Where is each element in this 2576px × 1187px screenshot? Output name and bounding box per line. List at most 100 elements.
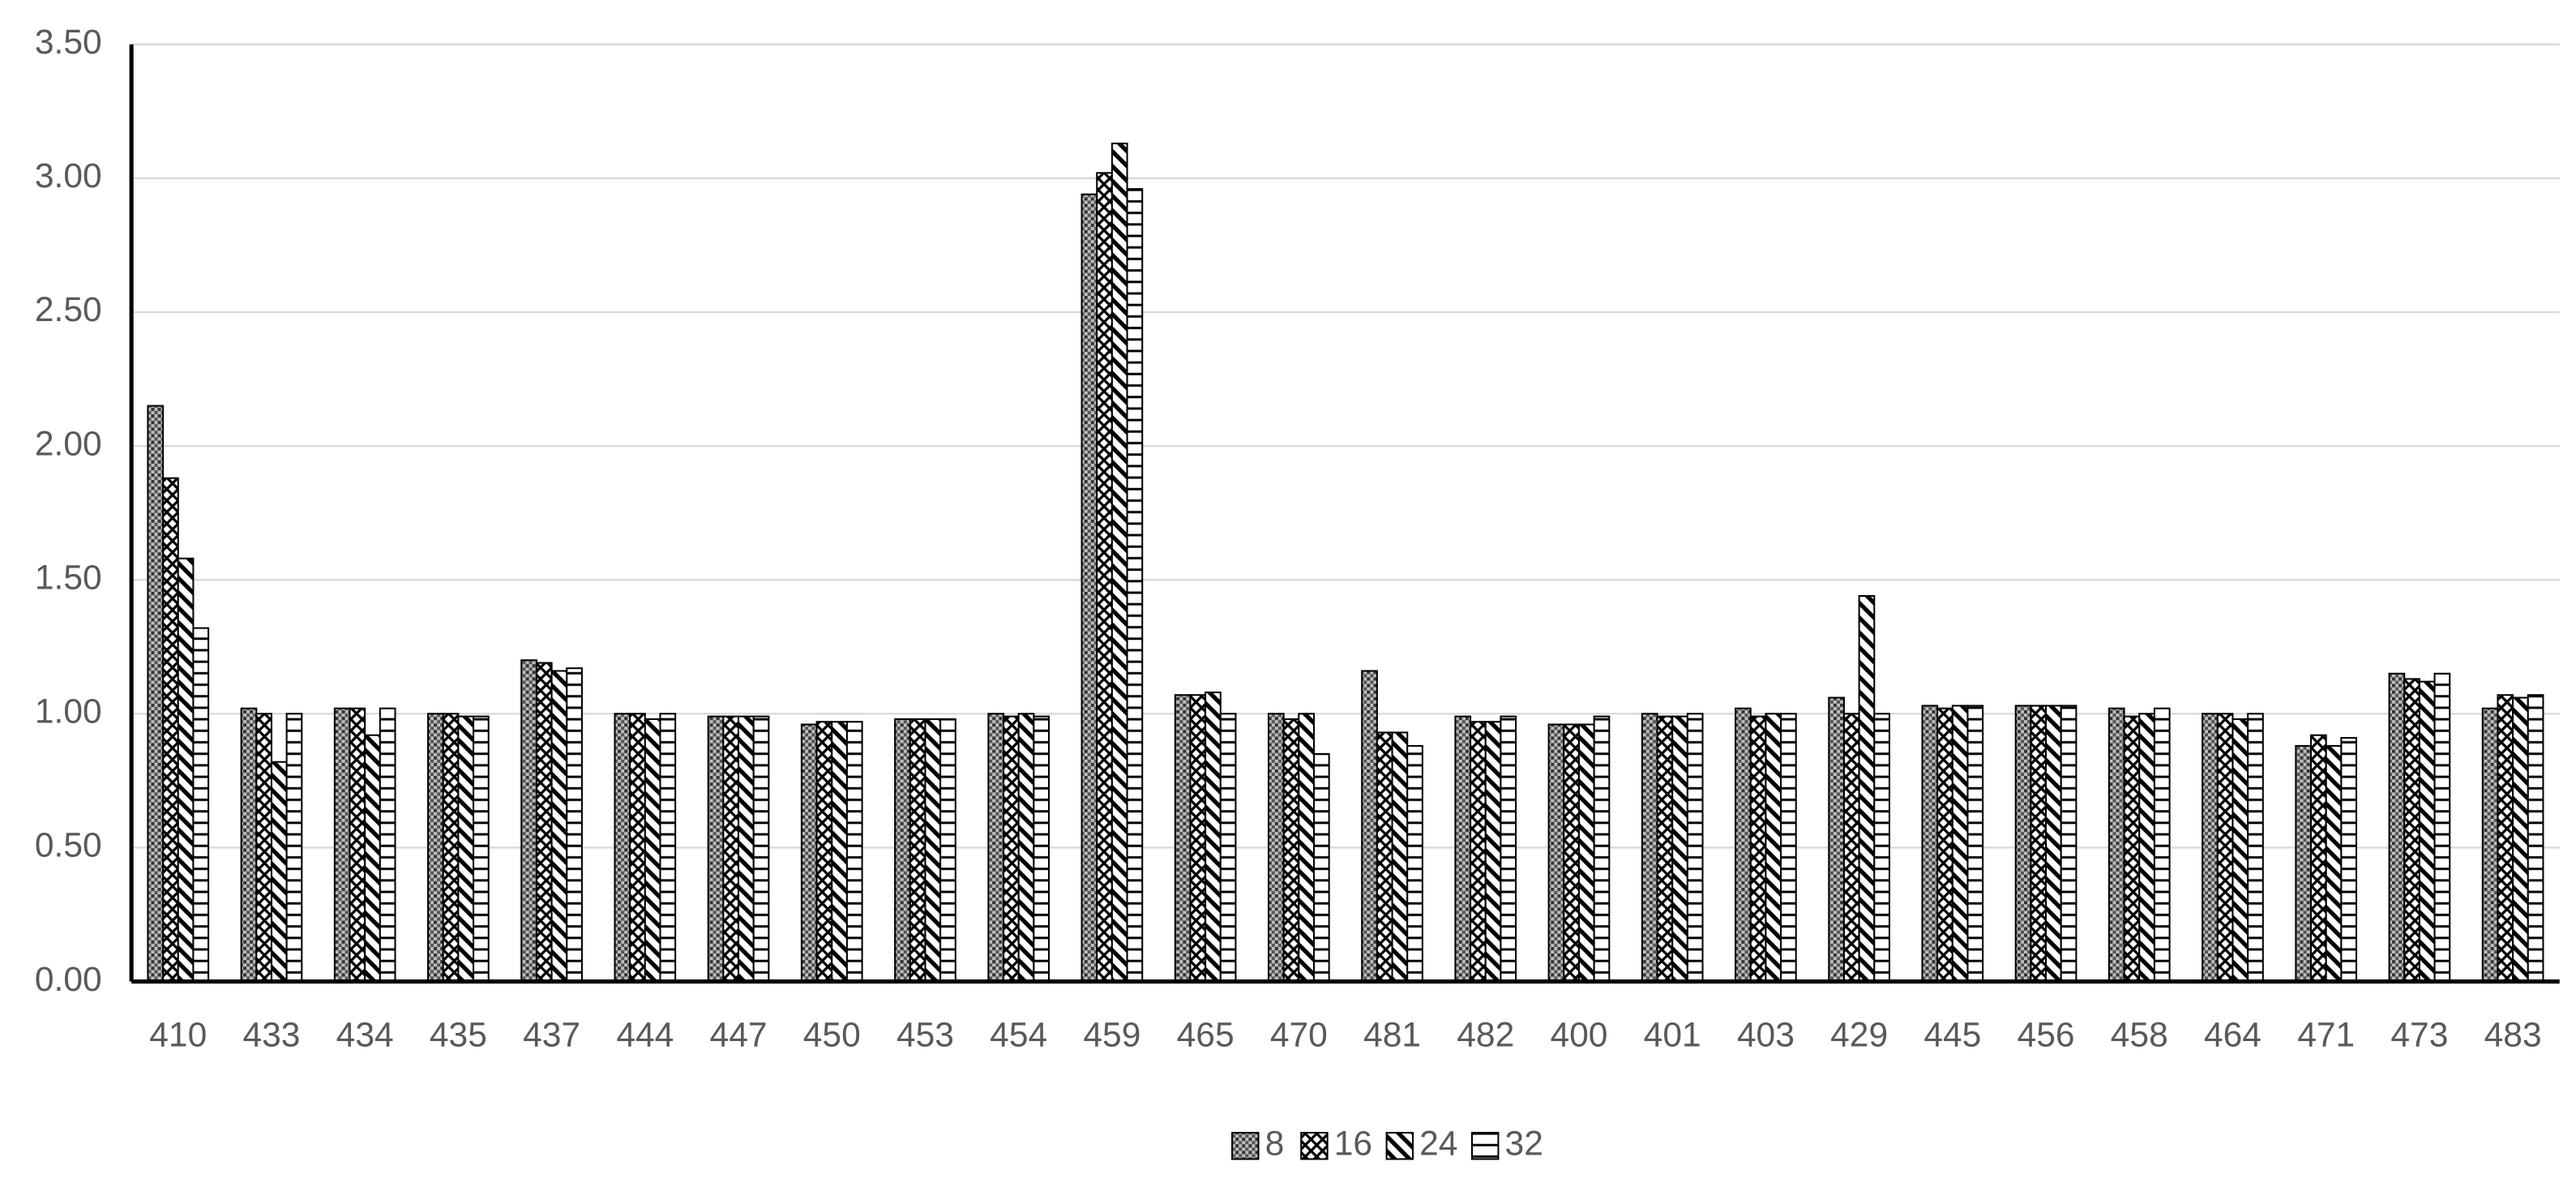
bar	[1391, 731, 1409, 983]
bar	[2295, 744, 2313, 983]
bar	[1406, 744, 1423, 983]
bar	[2138, 713, 2155, 983]
bar	[520, 659, 537, 983]
legend-label: 16	[1334, 1125, 1372, 1163]
y-tick-label: 3.00	[35, 156, 102, 195]
bar	[1547, 723, 1565, 983]
legend-label: 32	[1505, 1125, 1543, 1163]
bar	[1842, 713, 1860, 983]
bar	[1110, 142, 1128, 983]
bar	[240, 707, 258, 983]
x-tick-label: 470	[1270, 1016, 1328, 1055]
bar	[1577, 723, 1595, 983]
bar	[707, 715, 725, 983]
bar	[800, 723, 818, 983]
bar	[924, 718, 942, 983]
bar	[192, 627, 210, 983]
bar	[1828, 696, 1845, 983]
bar	[2014, 705, 2032, 983]
bar	[349, 707, 366, 983]
bar	[2310, 734, 2327, 983]
bar	[1765, 713, 1782, 983]
bar	[1096, 172, 1113, 983]
bar	[1174, 694, 1192, 983]
bar	[177, 557, 195, 983]
legend-label: 24	[1419, 1125, 1457, 1163]
bar	[2403, 678, 2420, 983]
legend-swatch	[1385, 1132, 1414, 1160]
x-tick-label: 453	[896, 1016, 954, 1055]
bar	[2512, 696, 2529, 983]
bar	[1017, 713, 1035, 983]
legend-swatch	[1470, 1132, 1500, 1160]
bar	[2388, 672, 2406, 983]
bar	[473, 715, 490, 983]
bar	[987, 713, 1005, 983]
bar	[1282, 718, 1300, 983]
bar	[550, 670, 568, 983]
bar	[752, 715, 770, 983]
bar	[535, 662, 553, 983]
bar	[1656, 715, 1674, 983]
bar	[1500, 715, 1517, 983]
bar	[2325, 744, 2343, 983]
bar	[738, 715, 755, 983]
bar	[2107, 707, 2125, 983]
bar	[1361, 670, 1378, 983]
bar	[1376, 731, 1393, 983]
x-tick-label: 445	[1923, 1016, 1981, 1055]
bar	[1563, 723, 1580, 983]
x-tick-label: 459	[1083, 1016, 1140, 1055]
bar	[845, 721, 863, 983]
bar	[909, 718, 926, 983]
bar	[2497, 694, 2514, 983]
bar	[1267, 713, 1285, 983]
bar	[1951, 705, 1969, 983]
bar	[427, 713, 444, 983]
x-tick-label: 444	[616, 1016, 674, 1055]
bar	[333, 707, 351, 983]
bar	[1641, 713, 1658, 983]
bar	[379, 707, 396, 983]
bar	[1686, 713, 1704, 983]
x-tick-label: 481	[1363, 1016, 1421, 1055]
bar	[2060, 705, 2077, 983]
bar	[2045, 705, 2062, 983]
bar	[1454, 715, 1472, 983]
bar	[2153, 707, 2171, 983]
bar	[1671, 715, 1688, 983]
x-tick-label: 464	[2204, 1016, 2261, 1055]
bar	[1749, 715, 1767, 983]
bar	[1873, 713, 1890, 983]
bar	[1080, 193, 1098, 983]
bar	[894, 718, 911, 983]
bar	[629, 713, 646, 983]
bar	[1780, 713, 1797, 983]
bar	[1189, 694, 1207, 983]
bar	[1593, 715, 1611, 983]
bar	[939, 718, 956, 983]
bar	[364, 734, 381, 983]
x-tick-label: 435	[430, 1016, 487, 1055]
bar	[831, 721, 848, 983]
y-tick-label: 2.00	[35, 424, 102, 463]
bar	[2527, 694, 2544, 983]
x-tick-label: 400	[1550, 1016, 1607, 1055]
bar	[566, 667, 583, 983]
bar	[1298, 713, 1316, 983]
bar	[2433, 672, 2451, 983]
y-tick-label: 1.00	[35, 692, 102, 731]
bar	[255, 713, 272, 983]
x-tick-label: 465	[1177, 1016, 1235, 1055]
bar	[1470, 721, 1487, 983]
bar	[614, 713, 631, 983]
x-tick-label: 456	[2018, 1016, 2075, 1055]
y-tick-label: 1.50	[35, 558, 102, 597]
x-tick-label: 483	[2484, 1016, 2542, 1055]
bar	[1003, 715, 1020, 983]
x-tick-label: 473	[2390, 1016, 2448, 1055]
x-tick-label: 401	[1644, 1016, 1701, 1055]
bar	[2232, 718, 2249, 983]
y-tick-label: 3.50	[35, 23, 102, 62]
